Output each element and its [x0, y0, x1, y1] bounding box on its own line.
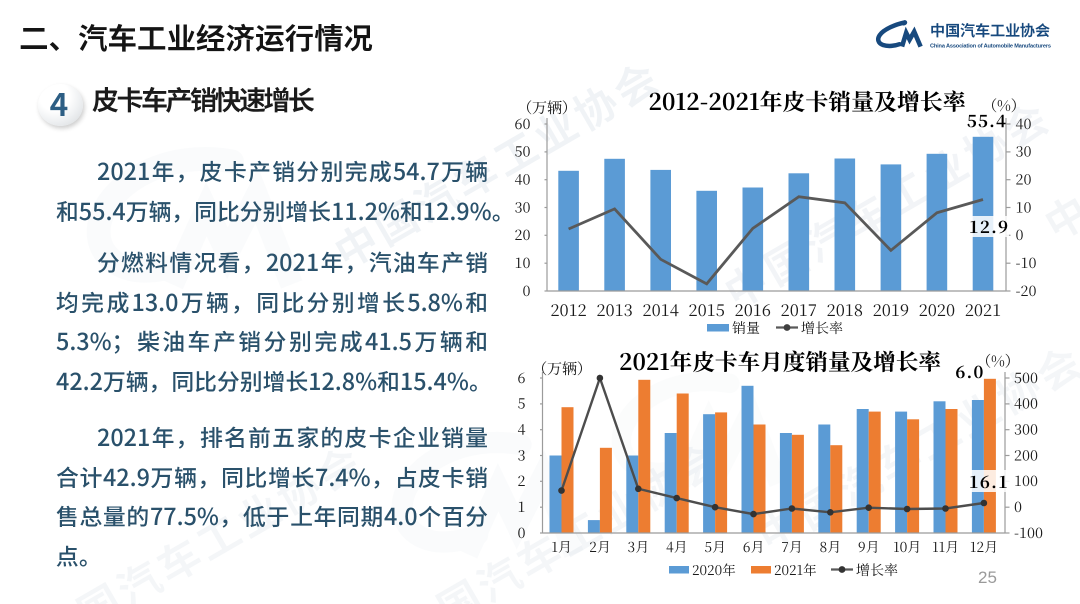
svg-text:0: 0: [518, 522, 526, 543]
svg-text:100: 100: [1014, 470, 1038, 491]
svg-text:China Association of Automobil: China Association of Automobile Manufact…: [930, 44, 1051, 50]
svg-text:20: 20: [515, 224, 531, 245]
svg-text:9月: 9月: [858, 536, 880, 556]
svg-text:-100: -100: [1014, 522, 1043, 543]
svg-text:2014: 2014: [643, 297, 679, 321]
svg-text:20: 20: [1016, 169, 1032, 190]
svg-text:2020年: 2020年: [692, 559, 736, 579]
svg-text:300: 300: [1014, 419, 1038, 440]
svg-text:2019: 2019: [873, 297, 909, 321]
svg-text:2016: 2016: [735, 297, 771, 321]
svg-text:增长率: 增长率: [801, 318, 843, 338]
svg-text:30: 30: [1016, 141, 1032, 162]
svg-text:6月: 6月: [743, 536, 765, 556]
svg-text:中国汽车工业协会: 中国汽车工业协会: [930, 19, 1050, 41]
svg-text:（%）: （%）: [982, 95, 1026, 116]
svg-text:10: 10: [515, 252, 531, 273]
svg-text:销量: 销量: [732, 318, 760, 338]
svg-text:2020: 2020: [919, 297, 955, 321]
svg-text:2021年: 2021年: [774, 559, 817, 579]
svg-text:16.1: 16.1: [969, 468, 1010, 493]
svg-text:0: 0: [1014, 496, 1022, 517]
svg-text:12月: 12月: [970, 536, 998, 556]
svg-text:11月: 11月: [932, 536, 959, 556]
svg-text:2013: 2013: [596, 297, 632, 321]
svg-text:10月: 10月: [893, 536, 921, 556]
svg-text:2018: 2018: [827, 297, 863, 321]
svg-text:200: 200: [1014, 444, 1038, 465]
svg-text:6.0: 6.0: [955, 358, 984, 383]
svg-text:2: 2: [518, 470, 526, 491]
svg-text:0: 0: [523, 280, 531, 301]
svg-text:3: 3: [518, 444, 526, 465]
svg-text:500: 500: [1014, 367, 1038, 388]
svg-text:30: 30: [515, 196, 531, 217]
svg-text:400: 400: [1014, 393, 1038, 414]
svg-text:4月: 4月: [666, 536, 687, 556]
svg-text:6: 6: [518, 367, 526, 388]
svg-text:1: 1: [518, 496, 526, 517]
svg-text:2012-2021年皮卡销量及增长率: 2012-2021年皮卡销量及增长率: [648, 85, 965, 117]
svg-text:7月: 7月: [781, 536, 802, 556]
svg-text:5月: 5月: [704, 536, 726, 556]
svg-text:2012: 2012: [550, 297, 586, 321]
svg-text:-10: -10: [1016, 252, 1037, 273]
svg-text:10: 10: [1016, 196, 1032, 217]
svg-text:8月: 8月: [820, 536, 842, 556]
svg-text:（万辆）: （万辆）: [517, 97, 577, 118]
svg-text:2017: 2017: [781, 297, 817, 321]
svg-text:2月: 2月: [589, 536, 611, 556]
svg-text:50: 50: [515, 141, 531, 162]
svg-text:0: 0: [1016, 224, 1024, 245]
svg-text:5: 5: [518, 393, 526, 414]
svg-text:40: 40: [1016, 113, 1032, 134]
svg-text:（%）: （%）: [976, 351, 1020, 372]
svg-text:1月: 1月: [551, 536, 571, 556]
svg-text:2021年皮卡车月度销量及增长率: 2021年皮卡车月度销量及增长率: [619, 345, 941, 377]
svg-text:2021: 2021: [965, 297, 1001, 321]
svg-text:增长率: 增长率: [856, 560, 898, 580]
svg-text:（万辆）: （万辆）: [532, 358, 592, 379]
svg-text:60: 60: [515, 113, 531, 134]
svg-text:3月: 3月: [628, 536, 649, 556]
svg-text:55.4: 55.4: [967, 107, 1008, 132]
svg-text:4: 4: [518, 419, 526, 440]
svg-text:40: 40: [515, 169, 531, 190]
svg-text:12.9: 12.9: [969, 213, 1010, 238]
svg-text:2015: 2015: [689, 297, 725, 321]
svg-text:-20: -20: [1016, 280, 1037, 301]
